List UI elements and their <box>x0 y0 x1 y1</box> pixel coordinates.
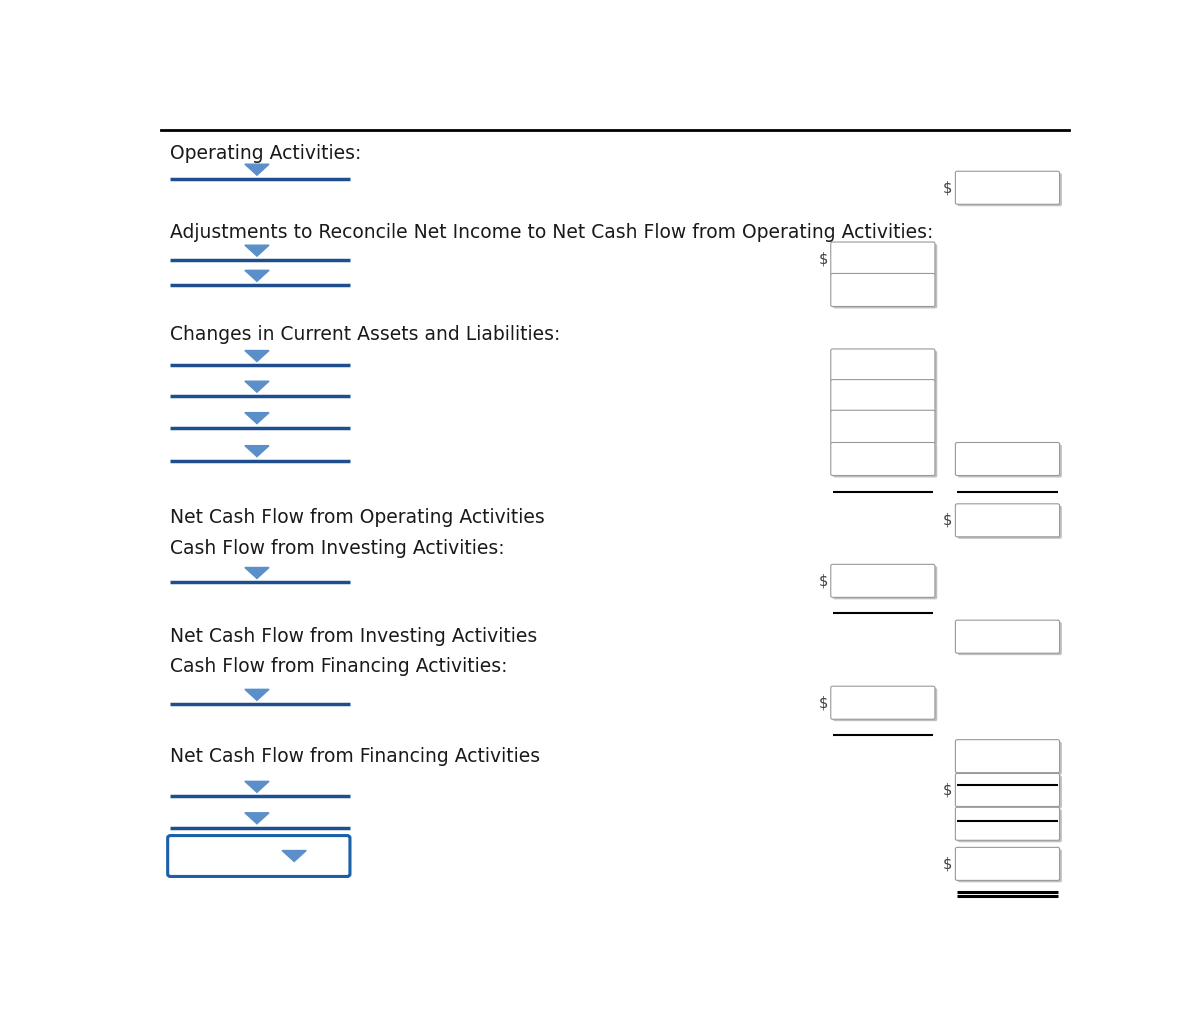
Polygon shape <box>245 781 269 792</box>
FancyBboxPatch shape <box>830 442 935 476</box>
Text: Net Cash Flow from Operating Activities: Net Cash Flow from Operating Activities <box>170 508 545 528</box>
FancyBboxPatch shape <box>830 274 935 306</box>
Text: Net Cash Flow from Investing Activities: Net Cash Flow from Investing Activities <box>170 627 538 646</box>
FancyBboxPatch shape <box>955 847 1060 880</box>
Polygon shape <box>282 850 306 862</box>
FancyBboxPatch shape <box>955 503 1060 537</box>
Polygon shape <box>245 271 269 282</box>
FancyBboxPatch shape <box>833 351 937 384</box>
FancyBboxPatch shape <box>833 444 937 478</box>
FancyBboxPatch shape <box>830 380 935 412</box>
Text: $: $ <box>818 574 828 588</box>
FancyBboxPatch shape <box>833 276 937 308</box>
FancyBboxPatch shape <box>958 622 1062 655</box>
Text: $: $ <box>943 513 953 528</box>
Text: Net Cash Flow from Financing Activities: Net Cash Flow from Financing Activities <box>170 747 540 767</box>
Polygon shape <box>245 381 269 392</box>
Polygon shape <box>245 412 269 424</box>
FancyBboxPatch shape <box>955 774 1060 807</box>
Text: $: $ <box>943 857 953 871</box>
FancyBboxPatch shape <box>958 444 1062 478</box>
Text: $: $ <box>943 181 953 195</box>
Text: $: $ <box>818 251 828 266</box>
FancyBboxPatch shape <box>833 567 937 599</box>
FancyBboxPatch shape <box>955 808 1060 840</box>
FancyBboxPatch shape <box>955 739 1060 773</box>
FancyBboxPatch shape <box>830 686 935 719</box>
Text: $: $ <box>943 782 953 797</box>
FancyBboxPatch shape <box>955 620 1060 653</box>
FancyBboxPatch shape <box>830 349 935 382</box>
Polygon shape <box>245 245 269 256</box>
FancyBboxPatch shape <box>958 810 1062 842</box>
FancyBboxPatch shape <box>833 244 937 277</box>
FancyBboxPatch shape <box>830 565 935 597</box>
FancyBboxPatch shape <box>958 741 1062 775</box>
Text: $: $ <box>818 695 828 711</box>
Text: Adjustments to Reconcile Net Income to Net Cash Flow from Operating Activities:: Adjustments to Reconcile Net Income to N… <box>170 223 934 242</box>
FancyBboxPatch shape <box>955 442 1060 476</box>
Polygon shape <box>245 164 269 176</box>
Text: Cash Flow from Financing Activities:: Cash Flow from Financing Activities: <box>170 658 508 676</box>
Polygon shape <box>245 568 269 579</box>
Polygon shape <box>245 445 269 456</box>
FancyBboxPatch shape <box>833 382 937 415</box>
FancyBboxPatch shape <box>830 410 935 443</box>
FancyBboxPatch shape <box>958 775 1062 809</box>
FancyBboxPatch shape <box>955 172 1060 204</box>
FancyBboxPatch shape <box>833 412 937 445</box>
FancyBboxPatch shape <box>833 688 937 721</box>
Text: Changes in Current Assets and Liabilities:: Changes in Current Assets and Liabilitie… <box>170 326 560 344</box>
FancyBboxPatch shape <box>958 849 1062 882</box>
Text: Cash Flow from Investing Activities:: Cash Flow from Investing Activities: <box>170 539 505 558</box>
Polygon shape <box>245 689 269 700</box>
FancyBboxPatch shape <box>168 835 350 876</box>
Polygon shape <box>245 813 269 824</box>
FancyBboxPatch shape <box>830 242 935 275</box>
FancyBboxPatch shape <box>958 174 1062 206</box>
Text: Operating Activities:: Operating Activities: <box>170 144 362 163</box>
FancyBboxPatch shape <box>958 505 1062 539</box>
Polygon shape <box>245 350 269 361</box>
